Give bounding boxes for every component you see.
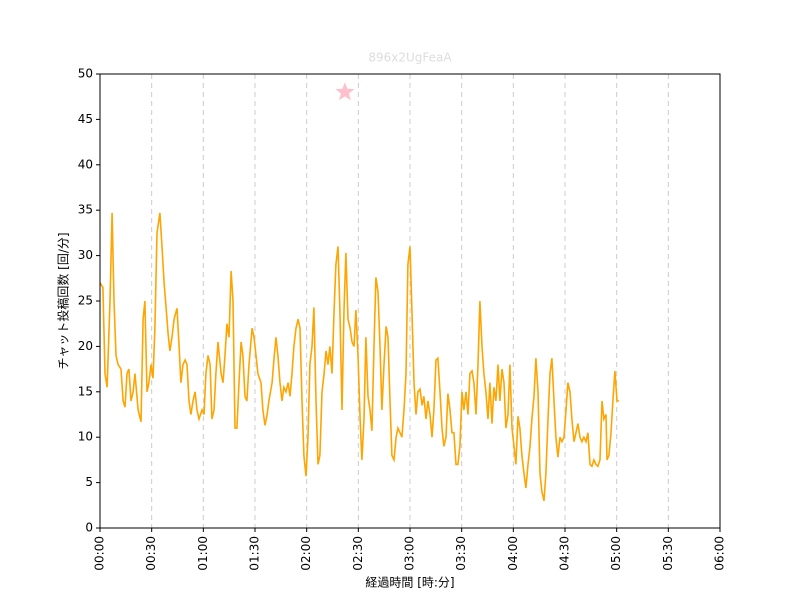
- x-tick-label: 01:00: [196, 536, 210, 571]
- y-tick-label: 0: [85, 521, 93, 535]
- y-tick-label: 20: [78, 339, 93, 353]
- y-tick-label: 10: [78, 430, 93, 444]
- y-tick-label: 5: [85, 475, 93, 489]
- x-tick-label: 02:00: [299, 536, 313, 571]
- data-line: [99, 212, 619, 501]
- x-tick-label: 04:30: [558, 536, 572, 571]
- x-tick-label: 05:30: [661, 536, 675, 571]
- y-tick-label: 45: [78, 112, 93, 126]
- y-tick-label: 35: [78, 203, 93, 217]
- y-tick-label: 50: [78, 67, 93, 81]
- y-tick-label: 30: [78, 248, 93, 262]
- x-tick-label: 06:00: [713, 536, 727, 571]
- y-tick-label: 15: [78, 384, 93, 398]
- x-tick-label: 01:30: [248, 536, 262, 571]
- x-tick-label: 00:30: [144, 536, 158, 571]
- x-axis-label: 経過時間 [時:分]: [365, 576, 454, 590]
- y-tick-label: 40: [78, 157, 93, 171]
- y-axis-label: チャット投稿回数 [回/分]: [56, 232, 71, 369]
- chart-title: 896x2UgFeaA: [368, 51, 452, 65]
- plot-frame: [99, 73, 721, 529]
- x-tick-label: 05:00: [609, 536, 623, 571]
- x-tick-label: 04:00: [506, 536, 520, 571]
- x-tick-label: 03:30: [454, 536, 468, 571]
- y-tick-label: 25: [78, 294, 93, 308]
- x-tick-label: 03:00: [403, 536, 417, 571]
- x-tick-label: 02:30: [351, 536, 365, 571]
- x-tick-label: 00:00: [93, 536, 107, 571]
- highlight-star: [335, 82, 355, 101]
